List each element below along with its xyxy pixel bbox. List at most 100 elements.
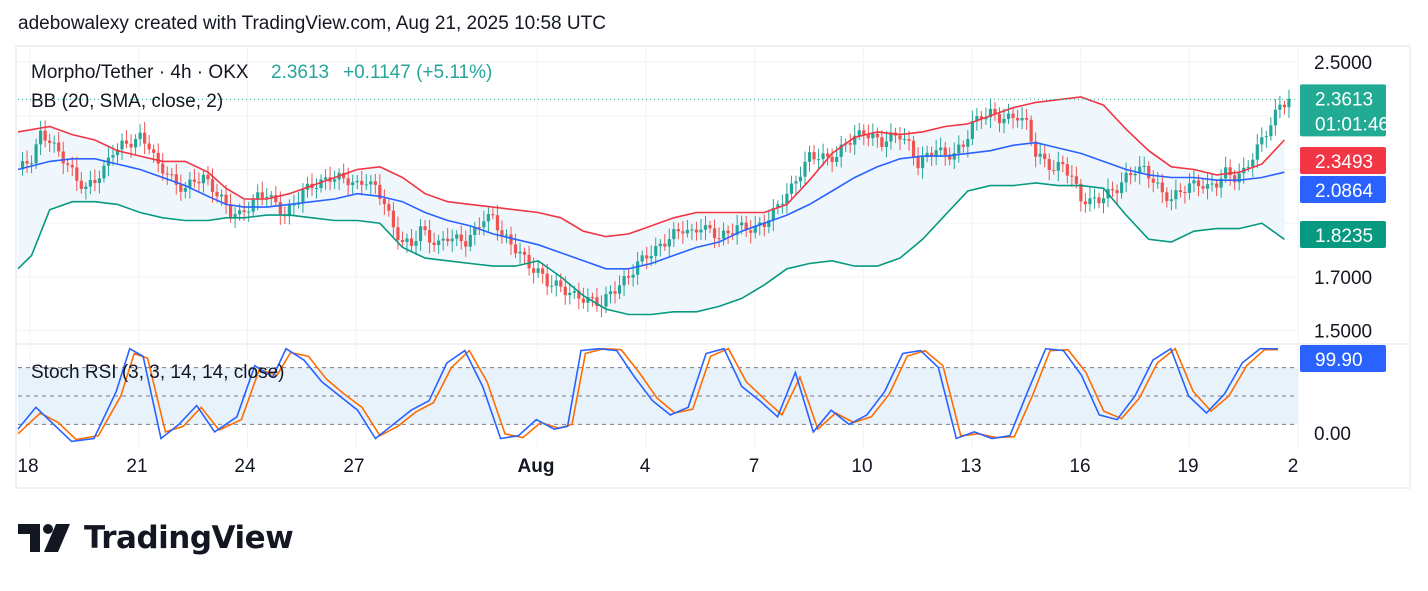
candle-body — [577, 290, 581, 299]
candle-body — [966, 138, 970, 147]
candle-body — [559, 280, 563, 287]
candle-body — [500, 230, 504, 236]
candle-body — [1015, 117, 1020, 121]
candle-body — [20, 161, 25, 170]
candle-body — [66, 163, 70, 165]
candle-body — [1047, 159, 1051, 170]
x-axis-tick: 24 — [234, 456, 256, 477]
last-price-tag-bg — [1300, 84, 1386, 137]
candle-body — [518, 251, 522, 254]
candle-body — [997, 114, 1002, 124]
candle-body — [703, 225, 708, 230]
candle-body — [622, 276, 626, 286]
candle-body — [658, 243, 662, 247]
candle-body — [1129, 172, 1133, 176]
candle-body — [346, 178, 350, 186]
candle-body — [378, 184, 382, 199]
candle-body — [228, 204, 233, 218]
candle-body — [1052, 169, 1056, 171]
candle-body — [803, 161, 807, 177]
candle-body — [717, 238, 721, 240]
candle-body — [274, 195, 278, 203]
candle-body — [152, 149, 156, 153]
candle-body — [260, 192, 264, 199]
legend-price: 2.3613 — [271, 62, 329, 83]
candle-body — [1138, 166, 1142, 174]
y-axis-tick: 0.00 — [1314, 424, 1351, 445]
candle-body — [292, 204, 296, 206]
candle-body — [486, 214, 490, 222]
bb-basis-line — [17, 141, 1285, 270]
candle-body — [1260, 137, 1264, 145]
candle-body — [866, 134, 870, 139]
last-price-tag-text: 01:01:46 — [1315, 114, 1389, 135]
candle-body — [712, 228, 717, 239]
candle-body — [52, 142, 56, 144]
candle-body — [491, 214, 495, 216]
candle-body — [1038, 153, 1042, 157]
candle-body — [333, 179, 337, 182]
candle-body — [1269, 125, 1273, 137]
x-axis-tick: 18 — [17, 456, 38, 477]
candle-body — [183, 187, 187, 192]
candle-body — [1006, 113, 1011, 120]
candle-body — [1192, 180, 1196, 184]
bb-lower-tag-text: 1.8235 — [1315, 226, 1373, 247]
candle-body — [925, 152, 929, 157]
candle-body — [156, 152, 160, 164]
candle-body — [1233, 175, 1237, 183]
candle-body — [75, 167, 79, 181]
candle-body — [821, 153, 825, 160]
candle-body — [314, 188, 319, 190]
candle-body — [550, 285, 554, 287]
candle-body — [93, 180, 97, 184]
candle-body — [581, 298, 585, 303]
candle-body — [278, 202, 282, 215]
candle-body — [636, 261, 640, 275]
x-axis-tick: 27 — [343, 456, 364, 477]
candle-body — [563, 286, 567, 296]
candle-body — [1237, 173, 1241, 183]
candle-body — [1282, 104, 1287, 108]
x-axis-tick: 4 — [640, 456, 651, 477]
candle-body — [215, 191, 219, 197]
candle-body — [233, 214, 237, 218]
candle-body — [1160, 182, 1164, 193]
candle-body — [807, 152, 812, 162]
candle-body — [1092, 197, 1097, 199]
candle-body — [875, 133, 879, 138]
bb-basis-tag-bg — [1300, 176, 1386, 203]
candle-body — [735, 225, 739, 235]
candle-body — [880, 137, 884, 147]
candle-body — [1273, 109, 1277, 126]
candle-body — [1156, 182, 1160, 184]
candle-body — [617, 285, 622, 294]
candle-body — [1133, 173, 1137, 176]
x-axis-tick: 7 — [749, 456, 760, 477]
candle-body — [441, 238, 445, 241]
candle-body — [192, 179, 196, 182]
candle-body — [545, 273, 549, 287]
candle-body — [387, 204, 391, 211]
candle-body — [319, 179, 323, 189]
candle-body — [613, 291, 617, 294]
candle-body — [916, 156, 920, 169]
tradingview-logo[interactable]: TradingView — [18, 520, 294, 556]
y-axis-tick: 1.5000 — [1314, 322, 1372, 343]
candle-body — [816, 159, 821, 161]
candle-body — [690, 229, 694, 231]
candle-body — [455, 234, 459, 239]
candle-body — [25, 161, 29, 164]
candle-body — [1083, 201, 1088, 205]
bb-basis-tag-text: 2.0864 — [1315, 181, 1374, 202]
candle-body — [595, 297, 599, 306]
candle-body — [1074, 176, 1078, 184]
candle-body — [1224, 167, 1228, 179]
candle-body — [174, 174, 178, 185]
candle-body — [468, 234, 472, 247]
chart-frame — [15, 45, 1411, 489]
stoch-k-line — [17, 347, 1279, 443]
candle-body — [351, 182, 355, 186]
candle-body — [541, 268, 545, 274]
